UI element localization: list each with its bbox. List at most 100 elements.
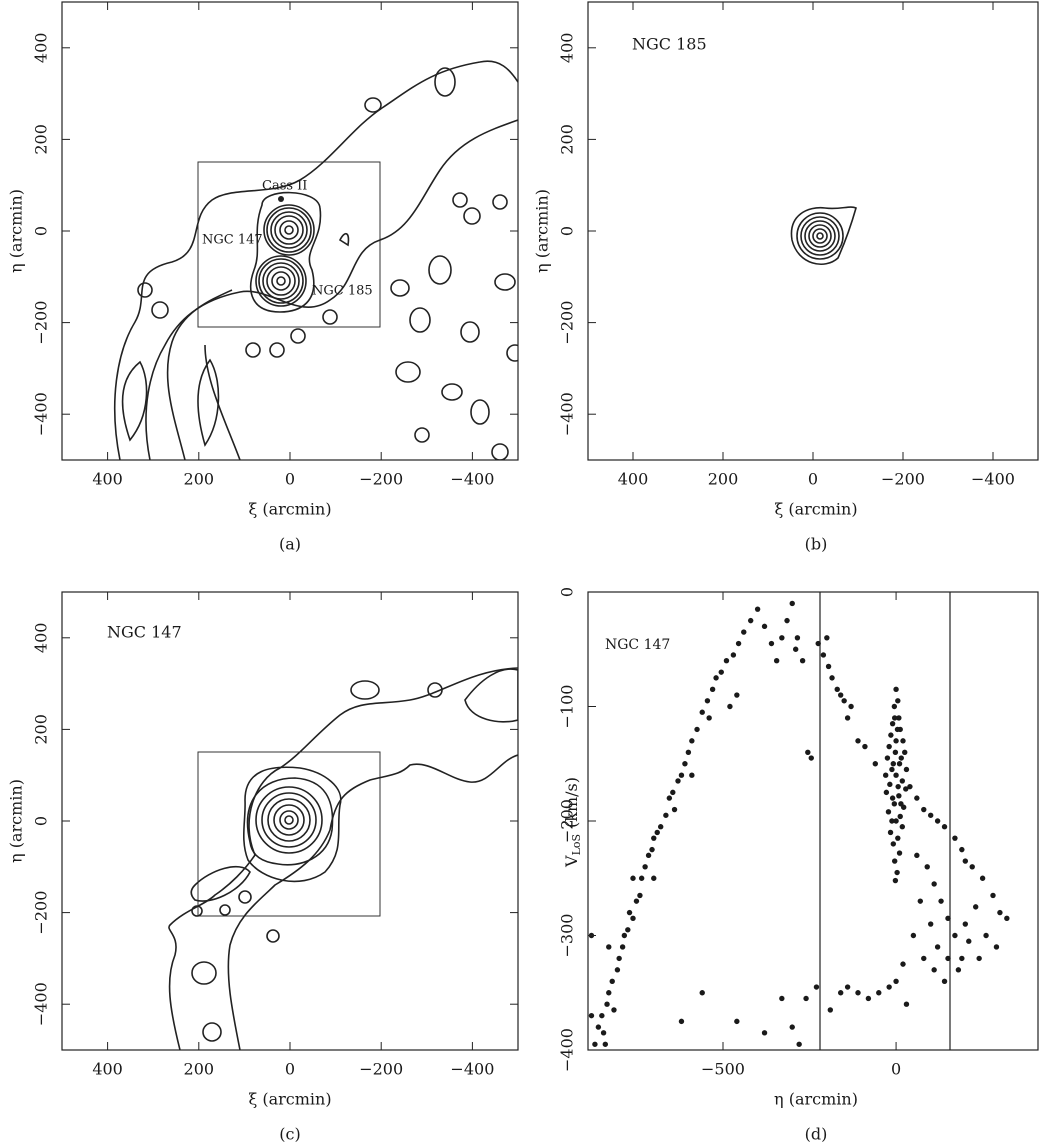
point xyxy=(997,909,1003,916)
point xyxy=(917,898,924,904)
point xyxy=(959,955,965,962)
point xyxy=(789,1024,795,1030)
point xyxy=(609,978,615,984)
point xyxy=(837,990,844,996)
point xyxy=(896,761,903,767)
point xyxy=(903,1001,910,1007)
y-tick-label: 400 xyxy=(32,623,51,654)
point xyxy=(952,835,958,841)
contours xyxy=(790,206,857,266)
point xyxy=(921,806,927,813)
point xyxy=(723,658,730,664)
point xyxy=(855,738,861,744)
contours xyxy=(113,60,518,460)
point xyxy=(887,781,893,788)
point xyxy=(903,786,909,792)
point xyxy=(893,978,899,984)
point xyxy=(678,772,685,778)
point xyxy=(803,995,809,1002)
point xyxy=(779,635,785,641)
point xyxy=(699,990,705,996)
y-axis-label: η (arcmin) xyxy=(533,189,552,273)
point xyxy=(606,944,612,950)
point xyxy=(895,783,901,790)
point xyxy=(754,606,761,612)
point xyxy=(796,1041,802,1047)
point xyxy=(891,715,898,721)
point xyxy=(972,904,979,910)
point xyxy=(730,652,737,658)
point xyxy=(891,703,898,710)
point xyxy=(699,709,705,715)
point xyxy=(682,761,688,767)
x-tick-label: 400 xyxy=(618,470,649,489)
point xyxy=(666,795,673,801)
point xyxy=(619,944,626,950)
plot-frame xyxy=(587,1,1039,461)
point xyxy=(895,835,901,841)
point xyxy=(902,749,908,755)
y-tick-label: 0 xyxy=(32,816,51,826)
point xyxy=(910,932,917,939)
point xyxy=(621,932,628,939)
point xyxy=(599,1012,605,1019)
point xyxy=(689,772,695,778)
y-axis-label-main: V xyxy=(562,855,581,868)
plot-frame xyxy=(61,591,519,1051)
point xyxy=(630,915,636,922)
point xyxy=(675,778,681,784)
caption: (b) xyxy=(805,535,828,554)
x-axis-label: ξ (arcmin) xyxy=(248,500,331,519)
point xyxy=(894,869,900,876)
y-tick-label: −400 xyxy=(32,982,51,1026)
y-tick-label: −400 xyxy=(32,392,51,436)
x-tick-label: −400 xyxy=(971,470,1015,489)
point xyxy=(898,755,904,761)
point xyxy=(611,1007,617,1013)
x-tick-label: 0 xyxy=(808,470,818,489)
annotation: NGC 147 xyxy=(202,233,263,248)
point xyxy=(934,944,941,950)
point xyxy=(876,990,882,996)
point xyxy=(891,801,898,807)
point xyxy=(642,864,648,870)
point xyxy=(896,793,902,799)
point xyxy=(888,732,894,738)
point xyxy=(887,829,894,836)
point xyxy=(865,995,872,1002)
point xyxy=(638,875,645,881)
point xyxy=(588,1012,595,1019)
point xyxy=(595,1024,602,1030)
point xyxy=(825,663,832,670)
point xyxy=(685,749,692,755)
point xyxy=(921,955,927,962)
point xyxy=(727,703,733,710)
y-tick-label: 200 xyxy=(32,714,51,745)
point xyxy=(761,1030,768,1036)
point xyxy=(897,813,903,820)
point xyxy=(955,967,962,973)
point xyxy=(844,715,851,721)
caption: (a) xyxy=(279,535,301,554)
point xyxy=(718,669,724,675)
x-tick-label: 0 xyxy=(285,470,295,489)
point xyxy=(990,892,996,899)
x-tick-label: −500 xyxy=(701,1060,745,1079)
point xyxy=(890,841,897,847)
point xyxy=(645,852,652,859)
x-tick-label: −200 xyxy=(359,1060,403,1079)
point xyxy=(600,1030,607,1036)
point xyxy=(892,877,899,884)
y-tick-label: 0 xyxy=(558,587,577,597)
point xyxy=(886,743,892,750)
point xyxy=(896,850,903,856)
point xyxy=(671,806,678,813)
x-axis-label: ξ (arcmin) xyxy=(248,1090,331,1109)
point xyxy=(625,927,631,933)
plot-frame xyxy=(61,1,519,461)
point xyxy=(927,921,934,927)
point xyxy=(592,1041,598,1047)
point xyxy=(884,755,891,761)
x-axis-label: ξ (arcmin) xyxy=(774,500,857,519)
